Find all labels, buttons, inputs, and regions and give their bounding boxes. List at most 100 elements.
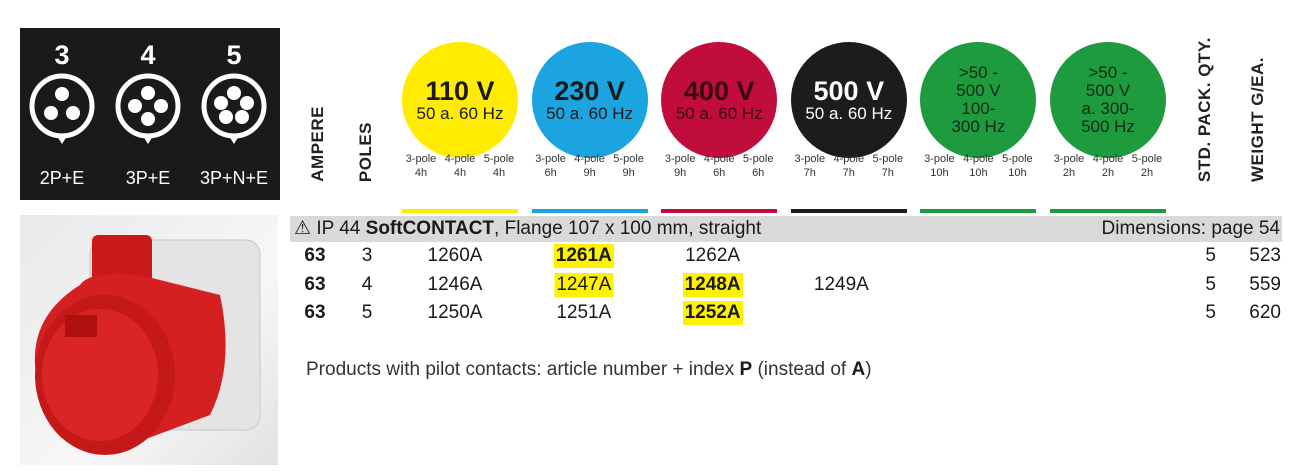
pole-hours: 10h — [969, 167, 988, 179]
pack-qty: 5 — [1205, 273, 1216, 295]
socket-poles: 3 — [54, 40, 70, 70]
socket-label: 2P+E — [39, 168, 85, 188]
pole-label: 3-pole — [664, 153, 696, 165]
pole-hours: 9h — [674, 167, 687, 179]
pole-hours: 6h — [713, 167, 726, 179]
pole-label: 5-pole — [613, 153, 644, 165]
pole-label: 5-pole — [742, 153, 774, 165]
pole-hours: 9h — [583, 167, 596, 179]
color-bar — [402, 209, 518, 213]
section-description: , Flange 107 x 100 mm, straight — [494, 218, 762, 239]
pole-hours: 10h — [1008, 167, 1027, 179]
pole-hours: 7h — [842, 167, 855, 179]
socket-poles: 5 — [226, 40, 242, 70]
pole-hours: 2h — [1101, 167, 1115, 179]
color-bar — [790, 209, 907, 213]
note-text: A — [851, 359, 866, 380]
article-number: 1250A — [427, 302, 483, 323]
column-header: STD. PACK. QTY. — [1195, 36, 1214, 182]
weight: 559 — [1249, 273, 1281, 295]
pole-hours: 2h — [1062, 167, 1076, 179]
pole-label: 5-pole — [483, 153, 515, 165]
voltage-circle: 500 V 50 a. 60 Hz — [790, 42, 907, 158]
pole-label: 4-pole — [703, 153, 735, 165]
socket-icon — [201, 73, 267, 144]
pole-hours: 7h — [803, 167, 816, 179]
pole-hours: 6h — [544, 167, 557, 179]
note: Products with pilot contacts: article nu… — [306, 359, 872, 381]
voltage-circle: >50 -500 V 100- 300 Hz — [920, 42, 1037, 158]
pole-hours: 4h — [492, 167, 506, 179]
note-text: ) — [865, 359, 872, 380]
section-title: ⚠ IP 44 SoftCONTACT, Flange 107 x 100 mm… — [294, 216, 761, 242]
pole-label: 5-pole — [1131, 153, 1163, 165]
column-header: AMPERE — [308, 106, 327, 182]
voltage-text: 400 V — [683, 75, 755, 106]
article-number: 1260A — [427, 245, 483, 266]
warning-icon: ⚠ — [294, 218, 312, 239]
voltage-text: 500 V — [1085, 81, 1131, 101]
voltage-text: 50 a. 60 Hz — [675, 104, 763, 124]
pole-label: 3-pole — [1053, 153, 1085, 165]
ampere: 63 — [304, 302, 326, 323]
pole-label: 4-pole — [574, 153, 605, 165]
section-prefix: IP 44 — [316, 218, 361, 239]
weight: 620 — [1249, 302, 1281, 323]
section-brand: SoftCONTACT — [365, 218, 495, 239]
voltage-text: 230 V — [554, 75, 625, 106]
note-text: P — [739, 359, 753, 380]
weight: 523 — [1249, 245, 1281, 266]
color-bar — [1050, 209, 1166, 213]
voltage-text: 50 a. 60 Hz — [805, 104, 893, 124]
voltage-text: 110 V — [425, 75, 495, 106]
article-number: 1251A — [556, 302, 612, 323]
voltage-text: 50 a. 60 Hz — [546, 104, 634, 124]
pole-label: 5-pole — [1002, 153, 1033, 165]
voltage-circle: 230 V 50 a. 60 Hz — [531, 42, 648, 158]
article-number: 1248A — [682, 272, 743, 297]
pole-label: 5-pole — [872, 153, 904, 165]
column-header: POLES — [356, 121, 375, 182]
poles: 4 — [361, 273, 373, 295]
pack-qty: 5 — [1205, 302, 1216, 323]
note-text: Products with pilot contacts: article nu… — [306, 359, 740, 380]
pole-label: 4-pole — [833, 153, 865, 165]
color-bar — [920, 209, 1037, 213]
pole-label: 3-pole — [794, 153, 826, 165]
pole-hours: 4h — [414, 167, 428, 179]
pack-qty: 5 — [1205, 245, 1216, 266]
socket-panel: 3 2P+E 4 3P+E 5 3P+N+E — [20, 28, 280, 200]
voltage-text: 50 a. 60 Hz — [416, 104, 504, 124]
voltage-text: 500 V — [956, 81, 1001, 101]
voltage-text: 100- — [961, 99, 996, 118]
pole-label: 3-pole — [924, 153, 955, 165]
pole-label: 4-pole — [1092, 153, 1124, 165]
pole-hours: 6h — [752, 167, 765, 179]
socket-label: 3P+N+E — [199, 168, 269, 188]
voltage-text: >50 - — [1088, 63, 1128, 83]
voltage-text: >50 - — [958, 63, 998, 83]
ampere: 63 — [304, 245, 326, 266]
article-number: 1262A — [685, 245, 741, 266]
pole-hours: 7h — [881, 167, 894, 179]
socket-label: 3P+E — [125, 168, 171, 188]
socket-icon — [115, 73, 181, 144]
pole-hours: 9h — [622, 167, 635, 179]
pole-hours: 2h — [1140, 167, 1154, 179]
note-text: (instead of — [752, 359, 852, 380]
voltage-text: 500 V — [813, 75, 885, 106]
pole-label: 4-pole — [444, 153, 476, 165]
color-bar — [661, 209, 778, 213]
product-illustration — [34, 235, 261, 455]
voltage-circle: 110 V 50 a. 60 Hz — [402, 42, 518, 158]
section-dimensions: Dimensions: page 54 — [1101, 218, 1281, 239]
poles: 3 — [361, 245, 373, 266]
pole-label: 4-pole — [963, 153, 994, 165]
voltage-text: a. 300- — [1081, 99, 1135, 118]
column-header: WEIGHT G/EA. — [1248, 57, 1267, 182]
voltage-text: 500 Hz — [1081, 116, 1135, 136]
article-number: 1261A — [553, 244, 614, 268]
socket-icon — [29, 73, 95, 144]
